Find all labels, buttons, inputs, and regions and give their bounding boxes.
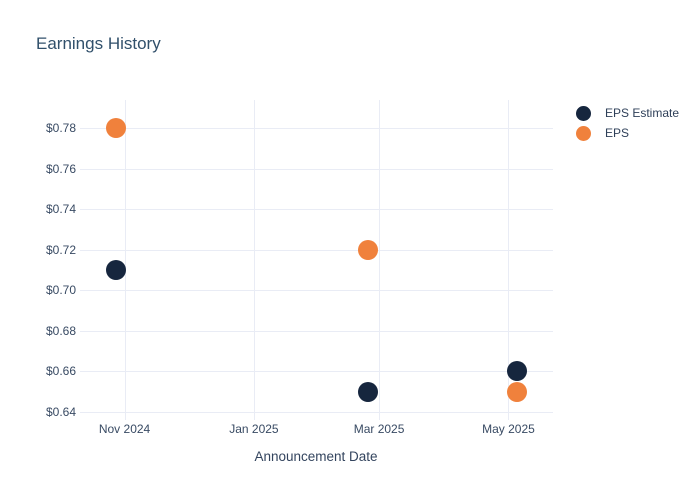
y-tick-label: $0.64 [45,404,76,419]
data-point-eps[interactable] [506,381,527,402]
y-gridline [80,128,553,130]
legend-marker-icon [576,105,591,121]
y-gridline [80,249,553,251]
y-tick-label: $0.68 [45,323,76,338]
data-point-eps-estimate[interactable] [106,260,127,281]
y-tick-label: $0.76 [45,161,76,176]
x-gridline [379,100,381,420]
legend: EPS Estimate EPS [575,103,679,143]
x-tick-label: Mar 2025 [353,422,405,436]
y-gridline [80,168,553,170]
x-gridline [508,100,510,420]
x-tick-label: May 2025 [482,422,535,436]
x-tick-label: Jan 2025 [229,422,279,436]
legend-label: EPS [605,126,630,140]
y-gridline [80,330,553,332]
y-tick-label: $0.70 [45,283,76,298]
y-tick-label: $0.78 [45,121,76,136]
chart-title: Earnings History [36,34,161,53]
y-tick-label: $0.66 [45,364,76,379]
y-tick-label: $0.72 [45,242,76,257]
data-point-eps[interactable] [106,118,127,139]
x-gridline [124,100,126,420]
legend-marker-icon [576,125,591,141]
y-gridline [80,209,553,211]
data-point-eps-estimate[interactable] [358,381,379,402]
x-tick-label: Nov 2024 [98,422,151,436]
data-point-eps-estimate[interactable] [506,361,527,382]
data-point-eps[interactable] [358,239,379,260]
legend-label: EPS Estimate [605,106,680,120]
legend-item-eps[interactable]: EPS [575,123,679,143]
x-axis-title: Announcement Date [254,449,378,464]
x-gridline [253,100,255,420]
y-gridline [80,290,553,292]
y-gridline [80,371,553,373]
legend-item-eps-estimate[interactable]: EPS Estimate [575,103,679,123]
y-tick-label: $0.74 [45,202,76,217]
y-gridline [80,411,553,413]
